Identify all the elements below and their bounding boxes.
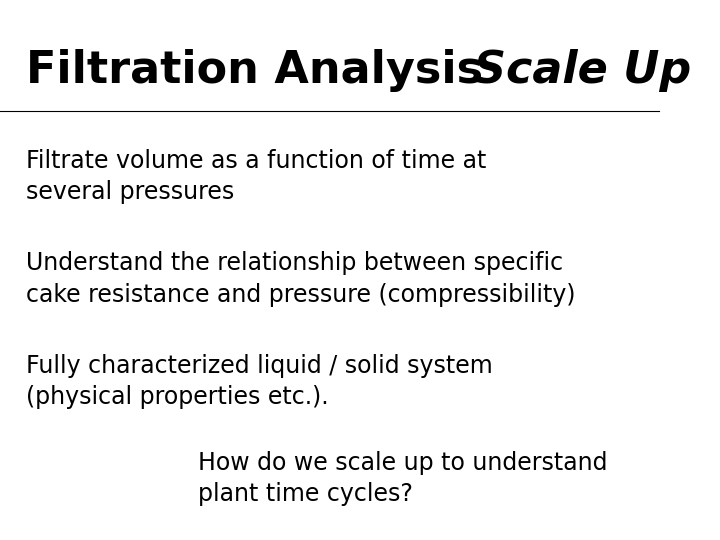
Text: Filtration Analysis: Filtration Analysis	[27, 49, 484, 92]
Text: Scale Up: Scale Up	[474, 49, 692, 92]
Text: How do we scale up to understand
plant time cycles?: How do we scale up to understand plant t…	[198, 451, 607, 507]
Text: Filtrate volume as a function of time at
several pressures: Filtrate volume as a function of time at…	[27, 148, 487, 204]
Text: Fully characterized liquid / solid system
(physical properties etc.).: Fully characterized liquid / solid syste…	[27, 354, 493, 409]
Text: Understand the relationship between specific
cake resistance and pressure (compr: Understand the relationship between spec…	[27, 251, 576, 307]
